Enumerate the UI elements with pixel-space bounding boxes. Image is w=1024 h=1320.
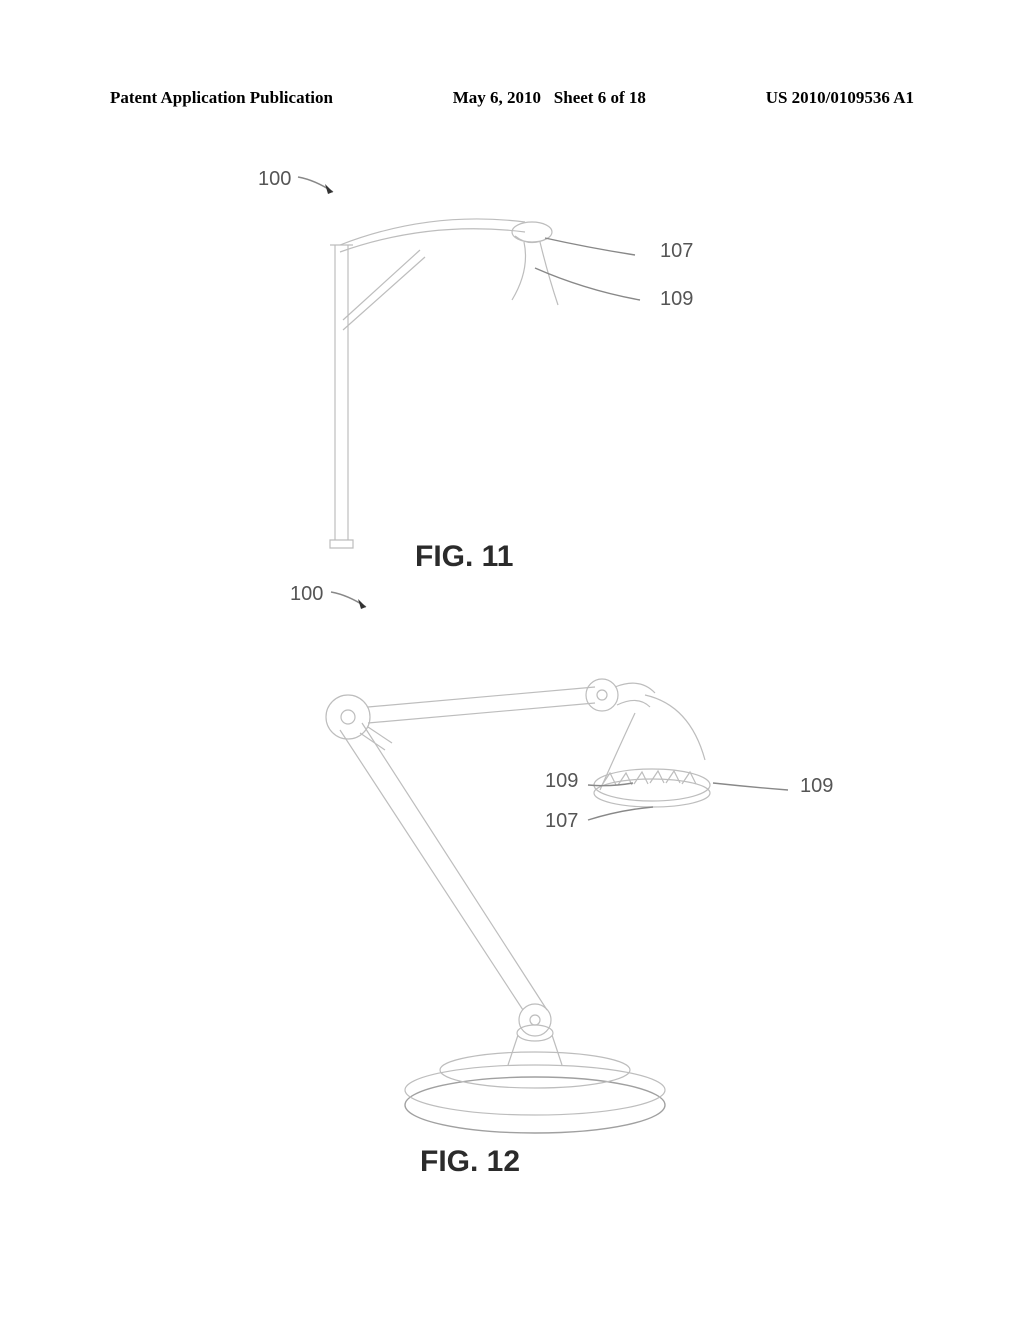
- header-sheet: Sheet 6 of 18: [554, 88, 646, 107]
- ref-109-leader-fig11: [530, 260, 660, 310]
- ref-109-fig11: 109: [660, 288, 693, 311]
- page-header: Patent Application Publication May 6, 20…: [110, 88, 914, 108]
- ref-107-leader-fig12: [585, 805, 665, 835]
- ref-100-fig12: 100: [290, 583, 323, 606]
- fig12-label: FIG. 12: [420, 1145, 520, 1179]
- figure-12: 100: [0, 575, 1024, 1195]
- header-center: May 6, 2010 Sheet 6 of 18: [453, 88, 646, 108]
- ref-107-fig12: 107: [545, 810, 578, 833]
- header-date: May 6, 2010: [453, 88, 541, 107]
- fig11-label: FIG. 11: [415, 540, 513, 574]
- ref-100-fig11: 100: [258, 168, 291, 191]
- desklamp-drawing: [250, 615, 790, 1145]
- figure-11: 100 107 109 FIG. 11: [0, 140, 1024, 540]
- ref-109-left-leader-fig12: [585, 775, 645, 800]
- ref-109-right-fig12: 109: [800, 775, 833, 798]
- ref-109-right-leader-fig12: [710, 775, 800, 800]
- ref-109-left-fig12: 109: [545, 770, 578, 793]
- header-right: US 2010/0109536 A1: [766, 88, 914, 108]
- ref-107-fig11: 107: [660, 240, 693, 263]
- header-left: Patent Application Publication: [110, 88, 333, 108]
